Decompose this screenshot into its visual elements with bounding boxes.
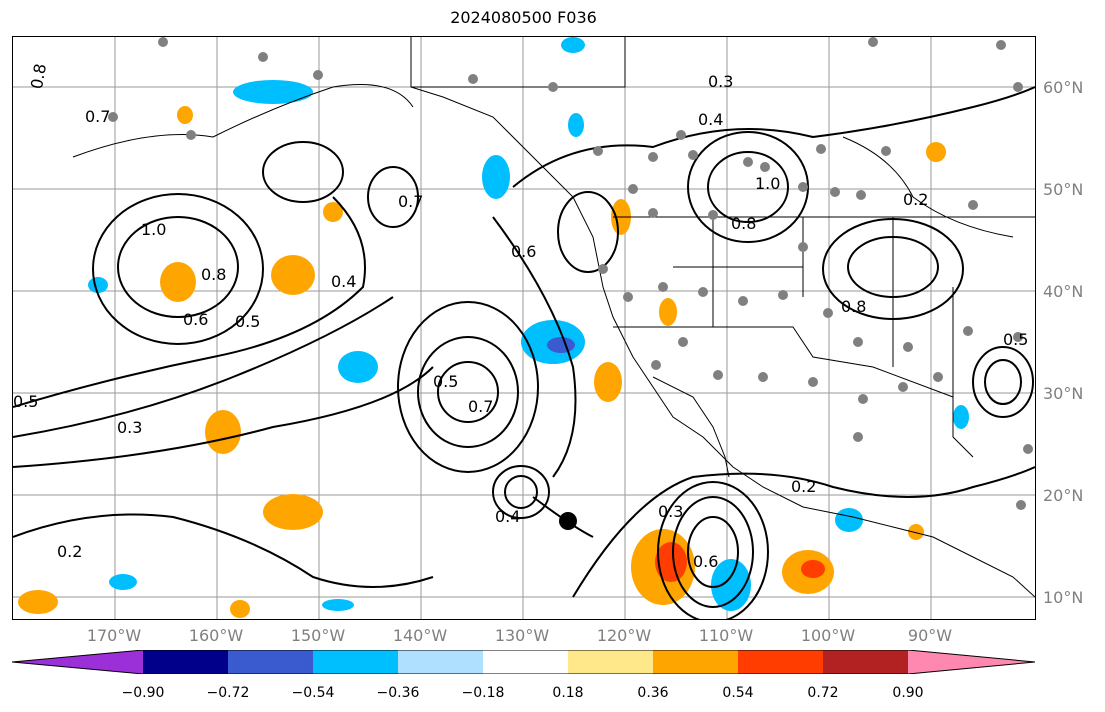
lon-label-160w: 160°W [188,626,244,645]
colorbar-segment [12,650,143,674]
lat-label-50n: 50°N [1043,180,1084,199]
colorbar-tick: 0.36 [637,685,669,701]
contour-label: 0.7 [85,107,110,126]
colorbar-tick: 0.18 [552,685,584,701]
colorbar-tick: −0.90 [121,685,165,701]
colorbar [12,650,1035,674]
colorbar-segment [483,650,568,674]
lon-label-110w: 110°W [698,626,754,645]
map-title: 2024080500 F036 [450,8,597,27]
colorbar-segment [568,650,653,674]
contour-label: 0.4 [331,272,356,291]
colorbar-segment [228,650,313,674]
colorbar-tick: 0.72 [807,685,839,701]
contour-label: 0.3 [708,72,733,91]
map-panel: 0.8 0.7 1.0 0.8 0.6 0.5 0.4 0.3 0.2 0.5 … [12,36,1036,620]
colorbar-tick: 0.54 [722,685,754,701]
lon-label-140w: 140°W [392,626,448,645]
contour-label: 1.0 [141,220,166,239]
lon-label-100w: 100°W [800,626,856,645]
lon-label-130w: 130°W [494,626,550,645]
colorbar-tick: −0.18 [461,685,505,701]
lon-label-170w: 170°W [86,626,142,645]
shaded-fields [18,37,969,618]
colorbar-tick: −0.54 [291,685,335,701]
station-markers [108,37,1033,510]
contour-label: 0.2 [791,477,816,496]
contour-label: 0.2 [57,542,82,561]
lon-label-90w: 90°W [907,626,953,645]
lon-label-150w: 150°W [290,626,346,645]
contour-label: 0.8 [731,214,756,233]
contour-label: 0.6 [183,310,208,329]
colorbar-segment [823,650,908,674]
contour-label: 0.2 [903,190,928,209]
contour-label: 0.7 [468,397,493,416]
contour-label: 0.3 [117,418,142,437]
contour-label: 0.5 [13,392,38,411]
contour-label: 0.5 [1003,330,1028,349]
colorbar-segment [143,650,228,674]
contour-label: 0.4 [495,507,520,526]
contour-label: 0.6 [511,242,536,261]
contour-label: 0.8 [27,62,50,90]
colorbar-segment [313,650,398,674]
contour-label: 0.5 [433,372,458,391]
contour-label: 0.8 [841,297,866,316]
contour-label: 0.8 [201,265,226,284]
contour-label: 1.0 [755,174,780,193]
colorbar-segment [653,650,738,674]
graticule [13,37,1035,619]
colorbar-tick: 0.90 [892,685,924,701]
colorbar-tick: −0.36 [376,685,420,701]
contour-label-group: 0.8 0.7 1.0 0.8 0.6 0.5 0.4 0.3 0.2 0.5 … [13,62,1028,571]
contour-label: 0.4 [698,110,723,129]
colorbar-segment [398,650,483,674]
coastlines [72,37,1035,598]
contour-lines [13,86,1035,619]
contour-label: 0.7 [398,192,423,211]
weather-map-svg: 0.8 0.7 1.0 0.8 0.6 0.5 0.4 0.3 0.2 0.5 … [13,37,1035,619]
lat-label-60n: 60°N [1043,78,1084,97]
black-dot-marker [559,512,577,530]
lat-label-40n: 40°N [1043,282,1084,301]
lat-label-30n: 30°N [1043,384,1084,403]
colorbar-segment [738,650,823,674]
contour-label: 0.6 [693,552,718,571]
contour-label: 0.3 [658,502,683,521]
lon-label-120w: 120°W [596,626,652,645]
colorbar-segment [908,650,1035,674]
lat-label-10n: 10°N [1043,588,1084,607]
lat-label-20n: 20°N [1043,486,1084,505]
contour-label: 0.5 [235,312,260,331]
colorbar-tick: −0.72 [206,685,250,701]
